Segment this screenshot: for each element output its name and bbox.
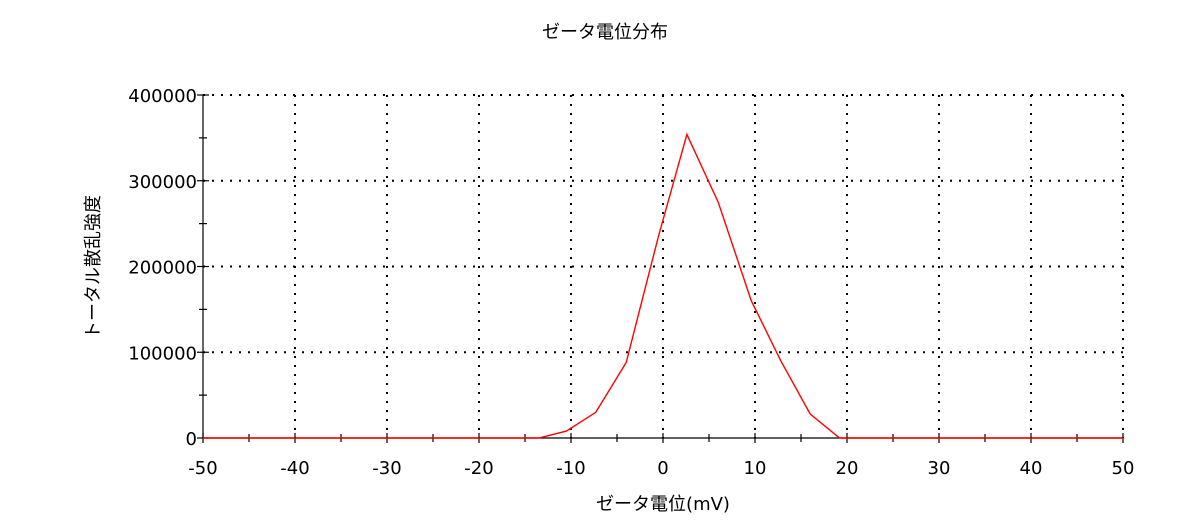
x-tick-label: 20 [836,458,859,479]
x-tick-label: -50 [188,458,217,479]
x-tick-label: 10 [744,458,767,479]
x-tick-label: 0 [657,458,668,479]
x-tick-label: -10 [556,458,585,479]
series-line [203,132,1123,439]
tick-marks [197,94,1124,443]
y-tick-labels: 0 100000 200000 300000 400000 [128,86,197,450]
x-tick-labels: -50 -40 -30 -20 -10 0 10 20 30 40 50 [188,458,1134,479]
x-tick-label: -20 [464,458,493,479]
x-tick-label: 30 [928,458,951,479]
chart-title: ゼータ電位分布 [542,22,668,43]
gridlines [203,94,1124,438]
y-tick-label: 200000 [128,258,197,279]
x-tick-label: -30 [372,458,401,479]
x-axis-label: ゼータ電位(mV) [596,494,730,515]
x-tick-label: -40 [280,458,309,479]
y-tick-label: 100000 [128,343,197,364]
x-tick-label: 50 [1112,458,1135,479]
y-tick-label: 400000 [128,86,197,107]
x-tick-label: 40 [1020,458,1043,479]
series-layer [203,132,1123,439]
y-axis-label: トータル散乱強度 [83,195,104,339]
y-tick-label: 0 [186,429,197,450]
y-tick-label: 300000 [128,172,197,193]
